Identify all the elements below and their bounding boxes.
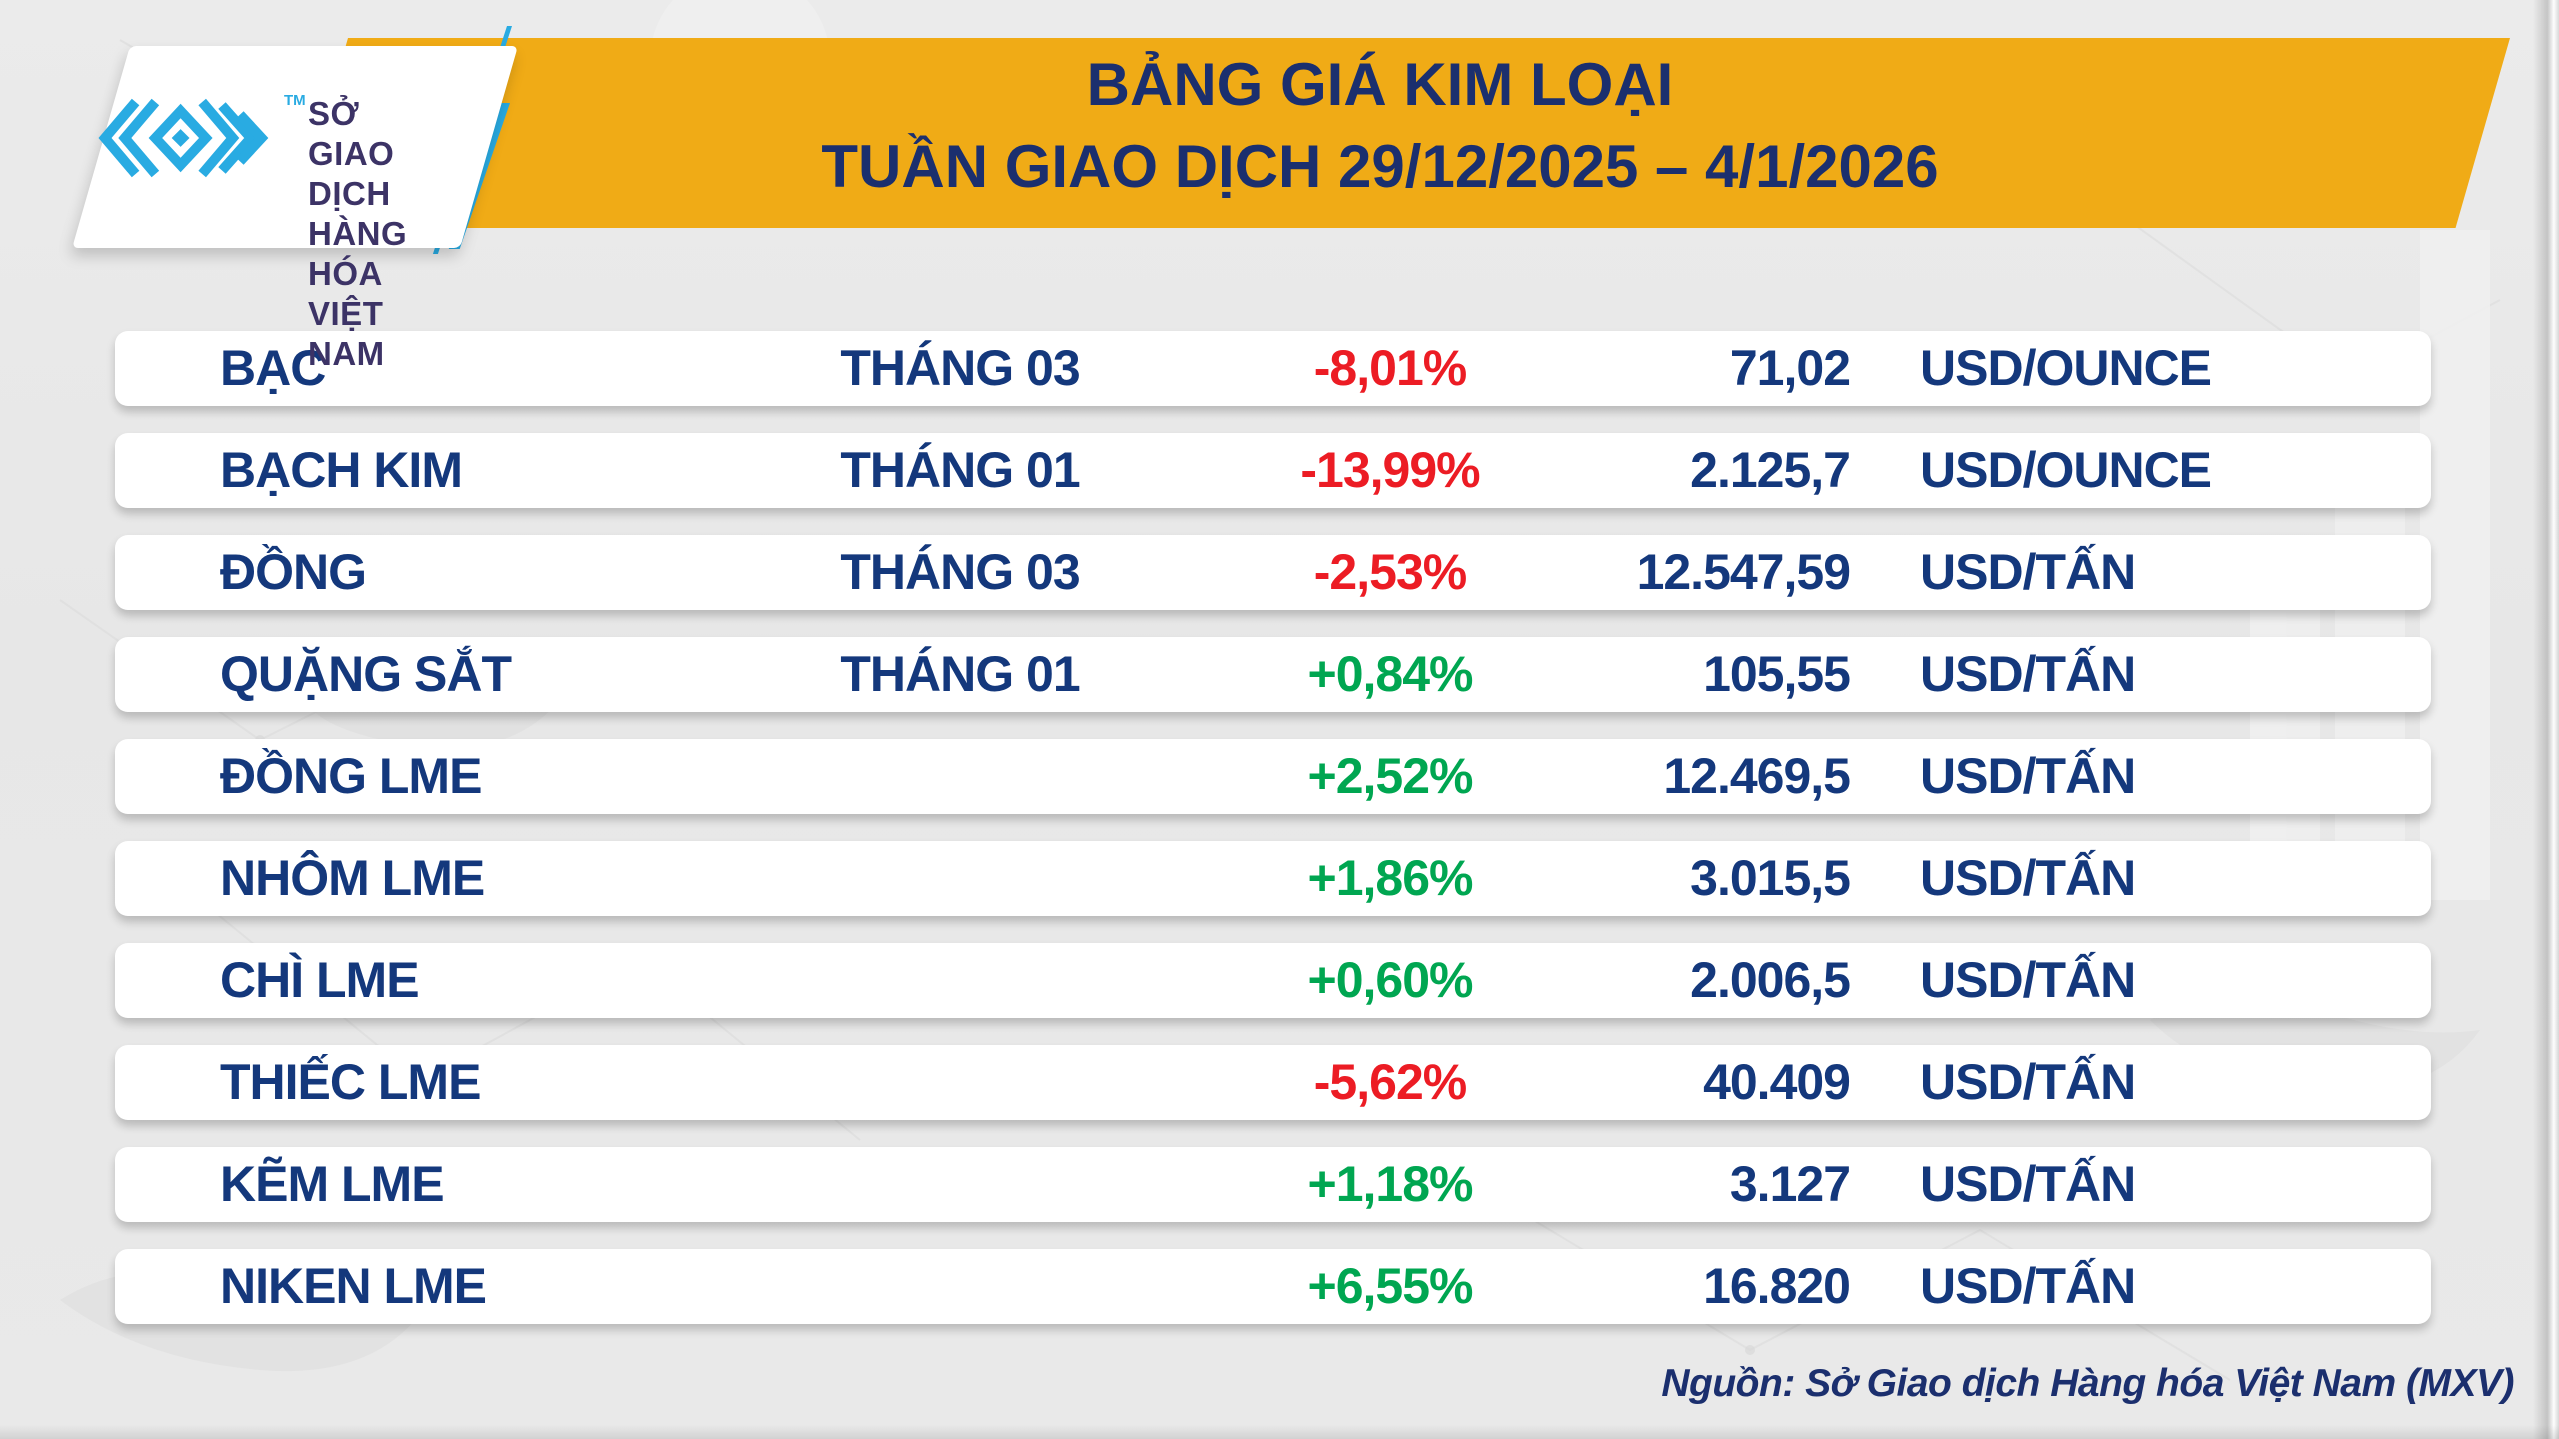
table-row: NIKEN LME +6,55% 16.820 USD/TẤN <box>115 1249 2431 1324</box>
price-value: 40.409 <box>1703 1054 1851 1110</box>
table-row: QUẶNG SẮT THÁNG 01 +0,84% 105,55 USD/TẤN <box>115 637 2431 712</box>
table-row: KẼM LME +1,18% 3.127 USD/TẤN <box>115 1147 2431 1222</box>
mxv-logo-icon <box>98 98 269 178</box>
table-row: BẠC THÁNG 03 -8,01% 71,02 USD/OUNCE <box>115 331 2431 406</box>
contract-month: THÁNG 03 <box>840 340 1080 396</box>
contract-month: THÁNG 01 <box>840 442 1080 498</box>
price-value: 2.125,7 <box>1690 442 1851 498</box>
price-value: 2.006,5 <box>1690 952 1851 1008</box>
commodity-name: ĐỒNG <box>220 544 367 600</box>
page-title-line2: TUẦN GIAO DỊCH 29/12/2025 – 4/1/2026 <box>821 133 1939 200</box>
commodity-name: BẠC <box>220 340 326 396</box>
table-row: NHÔM LME +1,86% 3.015,5 USD/TẤN <box>115 841 2431 916</box>
contract-month: THÁNG 03 <box>840 544 1080 600</box>
logo-org-line2: HÀNG HÓA <box>308 215 408 292</box>
source-attribution: Nguồn: Sở Giao dịch Hàng hóa Việt Nam (M… <box>1661 1362 2514 1405</box>
price-unit: USD/OUNCE <box>1920 442 2212 498</box>
price-unit: USD/TẤN <box>1920 1258 2136 1314</box>
table-row: CHÌ LME +0,60% 2.006,5 USD/TẤN <box>115 943 2431 1018</box>
commodity-name: NIKEN LME <box>220 1258 487 1314</box>
weekly-change-percent: -5,62% <box>1313 1054 1467 1110</box>
table-row: ĐỒNG LME +2,52% 12.469,5 USD/TẤN <box>115 739 2431 814</box>
commodity-name: ĐỒNG LME <box>220 748 482 804</box>
price-value: 3.127 <box>1729 1156 1851 1212</box>
commodity-name: THIẾC LME <box>220 1054 481 1110</box>
price-value: 16.820 <box>1703 1258 1851 1314</box>
weekly-change-percent: +0,60% <box>1307 952 1474 1008</box>
logo-org-line1: SỞ GIAO DỊCH <box>308 95 395 212</box>
price-unit: USD/TẤN <box>1920 1156 2136 1212</box>
price-unit: USD/OUNCE <box>1920 340 2212 396</box>
weekly-change-percent: +0,84% <box>1307 646 1474 702</box>
price-unit: USD/TẤN <box>1920 952 2136 1008</box>
commodity-name: NHÔM LME <box>220 850 485 906</box>
price-unit: USD/TẤN <box>1920 1054 2136 1110</box>
price-value: 12.547,59 <box>1636 544 1851 600</box>
weekly-change-percent: -2,53% <box>1313 544 1467 600</box>
commodity-name: CHÌ LME <box>220 952 420 1008</box>
table-row: ĐỒNG THÁNG 03 -2,53% 12.547,59 USD/TẤN <box>115 535 2431 610</box>
weekly-change-percent: +1,86% <box>1307 850 1474 906</box>
logo-org-name: SỞ GIAO DỊCH HÀNG HÓA VIỆT NAM <box>308 94 407 374</box>
table-row: THIẾC LME -5,62% 40.409 USD/TẤN <box>115 1045 2431 1120</box>
price-unit: USD/TẤN <box>1920 544 2136 600</box>
weekly-change-percent: -8,01% <box>1313 340 1467 396</box>
price-unit: USD/TẤN <box>1920 850 2136 906</box>
trademark-symbol: TM <box>284 92 306 109</box>
price-unit: USD/TẤN <box>1920 646 2136 702</box>
weekly-change-percent: -13,99% <box>1300 442 1480 498</box>
price-value: 71,02 <box>1729 340 1851 396</box>
commodity-name: BẠCH KIM <box>220 442 463 498</box>
price-table: BẠC THÁNG 03 -8,01% 71,02 USD/OUNCE BẠCH… <box>115 331 2431 1324</box>
logo-org-line3: VIỆT NAM <box>308 295 385 372</box>
weekly-change-percent: +6,55% <box>1307 1258 1474 1314</box>
weekly-change-percent: +2,52% <box>1307 748 1474 804</box>
price-value: 3.015,5 <box>1690 850 1851 906</box>
price-value: 105,55 <box>1703 646 1851 702</box>
commodity-name: KẼM LME <box>220 1156 445 1212</box>
contract-month: THÁNG 01 <box>840 646 1080 702</box>
table-row: BẠCH KIM THÁNG 01 -13,99% 2.125,7 USD/OU… <box>115 433 2431 508</box>
page-title: BẢNG GIÁ KIM LOẠI TUẦN GIAO DỊCH 29/12/2… <box>300 44 2460 208</box>
page-title-line1: BẢNG GIÁ KIM LOẠI <box>1086 51 1674 118</box>
weekly-change-percent: +1,18% <box>1307 1156 1474 1212</box>
commodity-name: QUẶNG SẮT <box>220 646 512 702</box>
price-unit: USD/TẤN <box>1920 748 2136 804</box>
price-value: 12.469,5 <box>1663 748 1851 804</box>
